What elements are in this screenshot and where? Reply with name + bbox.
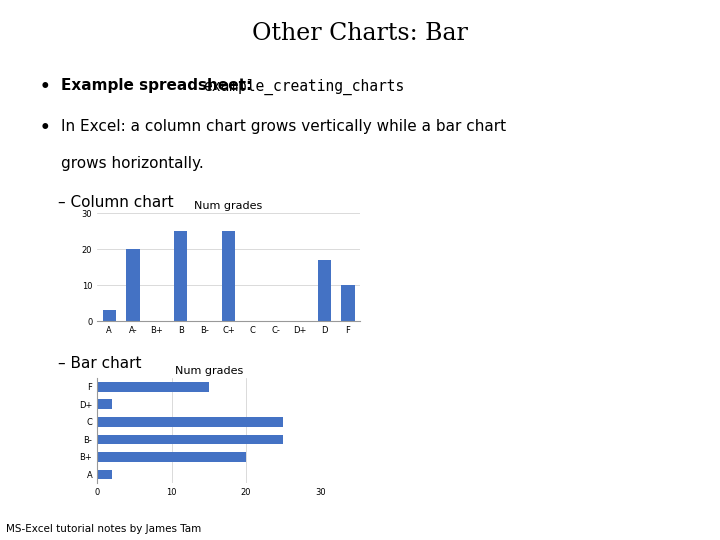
Text: In Excel: a column chart grows vertically while a bar chart: In Excel: a column chart grows verticall… [61,119,506,134]
Bar [97,470,112,480]
Text: – Bar chart: – Bar chart [58,356,141,372]
Text: – Column chart: – Column chart [58,195,174,211]
Bar [97,435,283,444]
Text: •: • [40,78,50,96]
Bar [174,231,187,321]
Bar [97,417,283,427]
Bar [318,260,330,321]
Bar [102,310,116,321]
Bar [97,400,112,409]
Title: Num grades: Num grades [194,201,263,211]
Bar [97,382,209,392]
Text: example_creating_charts: example_creating_charts [203,78,405,94]
Title: Num grades: Num grades [175,366,243,376]
Text: •: • [40,119,50,137]
Bar [97,452,246,462]
Text: Example spreadsheet:: Example spreadsheet: [61,78,258,93]
Bar [127,249,140,321]
Bar [341,285,355,321]
Text: MS-Excel tutorial notes by James Tam: MS-Excel tutorial notes by James Tam [6,523,201,534]
Bar [222,231,235,321]
Text: Other Charts: Bar: Other Charts: Bar [252,22,468,45]
Text: grows horizontally.: grows horizontally. [61,156,204,171]
